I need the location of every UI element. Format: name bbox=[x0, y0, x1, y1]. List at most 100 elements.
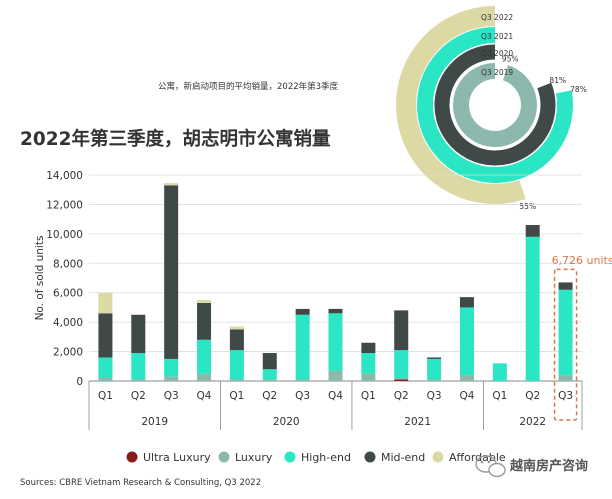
x-tick-label: Q3 bbox=[427, 390, 442, 402]
watermark-text: 越南房产咨询 bbox=[509, 458, 588, 474]
radial-value-label: 81% bbox=[549, 76, 566, 85]
bar-segment-affordable bbox=[229, 326, 244, 330]
source-note: Sources: CBRE Vietnam Research & Consult… bbox=[20, 478, 261, 488]
x-group-label: 2019 bbox=[141, 416, 168, 428]
bar-segment-high-end bbox=[558, 289, 573, 376]
bar-segment-high-end bbox=[229, 350, 244, 380]
x-tick-label: Q3 bbox=[164, 390, 179, 402]
bar-segment-luxury bbox=[197, 373, 212, 381]
highlight-label: 6,726 units bbox=[552, 254, 612, 267]
x-tick-label: Q2 bbox=[394, 390, 409, 402]
y-tick-label: 0 bbox=[76, 376, 83, 388]
legend-label: Ultra Luxury bbox=[143, 451, 211, 464]
bar-segment-luxury bbox=[558, 375, 573, 381]
bar-segment-high-end bbox=[262, 369, 277, 380]
legend-swatch bbox=[364, 451, 376, 463]
legend-label: Luxury bbox=[235, 451, 273, 464]
radial-category-label: Q3 2021 bbox=[481, 32, 513, 41]
radial-bar-chart: Q3 2022 Q3 2021 Q3 2020 Q3 2019 55% 78% 81% 95% bbox=[396, 6, 587, 211]
bar-segment-high-end bbox=[492, 363, 507, 381]
bar-segment-mid-end bbox=[197, 303, 212, 340]
x-axis: Q1 Q2 Q3 Q4 Q1 Q2 Q3 Q4 Q1 Q2 Q3 Q4 Q1 Q2 Q3 2019 2020 20… bbox=[88, 381, 583, 430]
x-tick-label: Q3 bbox=[295, 390, 310, 402]
x-group-label: 2022 bbox=[519, 416, 546, 428]
legend-swatch bbox=[432, 451, 444, 463]
bar-segment-mid-end bbox=[394, 310, 409, 351]
watermark: 越南房产咨询 bbox=[475, 455, 588, 478]
wechat-logo-icon bbox=[475, 455, 506, 478]
bar-segment-mid-end bbox=[295, 308, 310, 315]
bar-segment-luxury bbox=[131, 379, 146, 381]
bar-segment-high-end bbox=[394, 350, 409, 379]
bar-segment-luxury bbox=[295, 379, 310, 381]
y-axis-label: No. of sold units bbox=[34, 236, 46, 321]
bar-segment-high-end bbox=[459, 307, 474, 376]
bar-segment-high-end bbox=[164, 358, 179, 377]
bar-segment-high-end bbox=[295, 314, 310, 380]
bar-segment-high-end bbox=[131, 353, 146, 380]
bar-segment-luxury bbox=[229, 379, 244, 381]
highlight-box bbox=[553, 268, 578, 421]
bar-segment-high-end bbox=[328, 313, 343, 371]
y-tick-label: 14,000 bbox=[46, 170, 83, 182]
bars bbox=[98, 183, 573, 381]
bar-segment-high-end bbox=[197, 339, 212, 374]
bar-segment-high-end bbox=[98, 357, 113, 379]
legend-label: High-end bbox=[301, 451, 351, 464]
bar-segment-luxury bbox=[361, 373, 376, 381]
y-tick-label: 4,000 bbox=[53, 317, 83, 329]
bar-segment-affordable bbox=[98, 292, 113, 314]
chart-title: 2022年第三季度，胡志明市公寓销量 bbox=[20, 128, 331, 150]
bar-segment-mid-end bbox=[164, 185, 179, 359]
bar-segment-mid-end bbox=[262, 353, 277, 370]
radial-arc bbox=[417, 27, 573, 183]
x-tick-label: Q1 bbox=[98, 390, 113, 402]
radial-value-label: 55% bbox=[519, 202, 536, 211]
bar-segment-mid-end bbox=[525, 225, 540, 237]
x-tick-label: Q3 bbox=[558, 390, 573, 402]
bar-segment-luxury bbox=[262, 379, 277, 381]
bar-segment-luxury bbox=[98, 378, 113, 381]
bar-segment-luxury bbox=[427, 379, 442, 381]
x-tick-label: Q1 bbox=[492, 390, 507, 402]
legend-swatch bbox=[218, 451, 230, 463]
y-tick-label: 12,000 bbox=[46, 199, 83, 211]
radial-category-label: Q3 2020 bbox=[481, 49, 513, 58]
x-tick-label: Q2 bbox=[131, 390, 146, 402]
bar-segment-luxury bbox=[459, 375, 474, 381]
x-tick-label: Q2 bbox=[262, 390, 277, 402]
bar-segment-affordable bbox=[164, 183, 179, 186]
legend-swatch bbox=[284, 451, 296, 463]
x-tick-label: Q4 bbox=[328, 390, 343, 402]
bar-segment-mid-end bbox=[98, 313, 113, 358]
highlight-annotation: 6,726 units bbox=[552, 254, 612, 421]
bar-segment-luxury bbox=[164, 376, 179, 381]
bar-segment-high-end bbox=[361, 353, 376, 374]
radial-arc bbox=[453, 63, 537, 147]
y-tick-label: 8,000 bbox=[53, 258, 83, 270]
bar-segment-mid-end bbox=[229, 329, 244, 351]
x-group-label: 2020 bbox=[273, 416, 300, 428]
bar-segment-high-end bbox=[427, 358, 442, 380]
x-tick-label: Q4 bbox=[197, 390, 212, 402]
y-tick-label: 6,000 bbox=[53, 288, 83, 300]
bar-segment-mid-end bbox=[361, 342, 376, 354]
y-tick-label: 10,000 bbox=[46, 229, 83, 241]
bar-segment-mid-end bbox=[459, 297, 474, 308]
bar-segment-mid-end bbox=[328, 308, 343, 314]
legend-swatch bbox=[126, 451, 138, 463]
radial-category-label: Q3 2019 bbox=[481, 68, 513, 77]
bar-segment-luxury bbox=[328, 370, 343, 381]
bar-segment-mid-end bbox=[558, 282, 573, 290]
legend: Ultra Luxury Luxury High-end Mid-end Afforda… bbox=[126, 451, 506, 464]
donut-title: 公寓，新启动项目的平均销量，2022年第3季度 bbox=[158, 81, 339, 92]
legend-label: Affordable bbox=[449, 451, 506, 464]
x-tick-label: Q4 bbox=[459, 390, 474, 402]
x-group-label: 2021 bbox=[404, 416, 431, 428]
bar-segment-mid-end bbox=[131, 314, 146, 354]
bar-segment-high-end bbox=[525, 236, 540, 381]
radial-arc bbox=[434, 44, 556, 166]
bar-segment-mid-end bbox=[427, 357, 442, 359]
radial-value-label: 95% bbox=[502, 54, 519, 63]
